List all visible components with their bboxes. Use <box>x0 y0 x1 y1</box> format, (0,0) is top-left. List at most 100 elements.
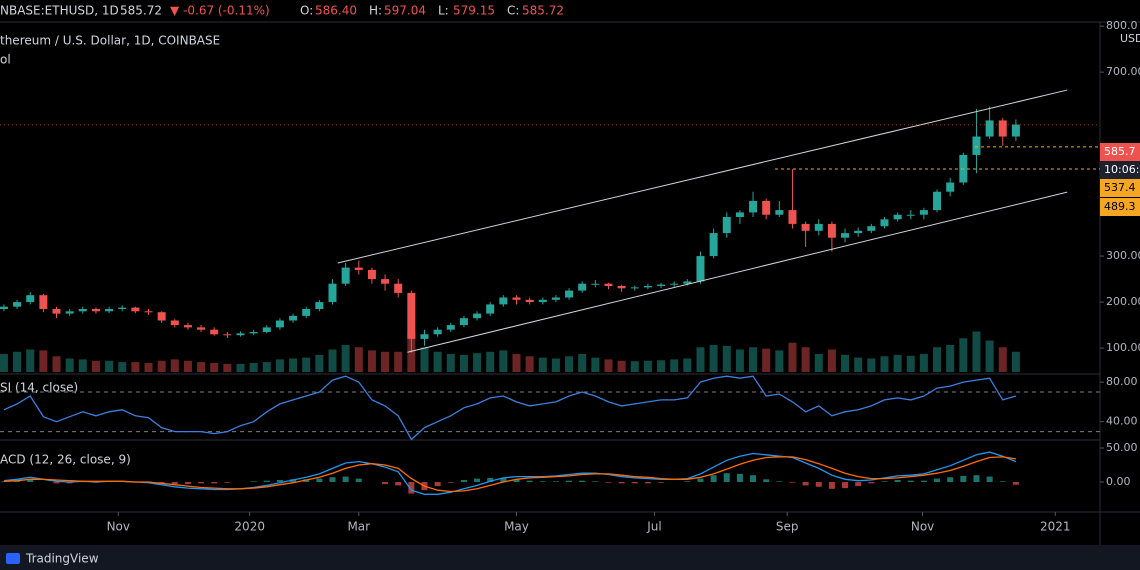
volume-bar <box>630 361 639 372</box>
candle-body <box>670 283 679 285</box>
candle-body <box>985 120 994 137</box>
volume-bar <box>867 358 876 372</box>
volume-bar <box>880 356 889 372</box>
volume-bar <box>223 363 232 372</box>
histogram-bar <box>27 479 34 483</box>
volume-bar <box>906 355 915 372</box>
candle-body <box>157 312 166 321</box>
candle-body <box>880 219 889 227</box>
candle-body <box>972 136 981 155</box>
histogram-bar <box>894 479 901 483</box>
candle-body <box>367 269 376 280</box>
volume-bar <box>52 356 61 372</box>
histogram-bar <box>920 480 927 483</box>
histogram-bar <box>986 476 993 483</box>
histogram-bar <box>776 481 783 483</box>
level-tag-label: 537.4 <box>1104 181 1136 194</box>
volume-bar <box>0 354 8 372</box>
volume-bar <box>13 351 22 372</box>
histogram-bar <box>934 478 941 483</box>
volume-bar <box>105 360 114 372</box>
histogram-bar <box>828 482 835 489</box>
ohlc-key: H: <box>369 4 382 18</box>
candle-body <box>0 306 8 309</box>
candle-body <box>381 279 390 284</box>
candle-body <box>105 308 114 312</box>
volume-bar <box>841 354 850 372</box>
volume-bar <box>998 347 1007 372</box>
histogram-bar <box>184 482 191 485</box>
candle-body <box>735 212 744 218</box>
countdown-tag <box>1100 161 1140 179</box>
candle-body <box>236 333 245 336</box>
histogram-bar <box>579 480 586 483</box>
indicator-line <box>3 375 1017 441</box>
histogram-bar <box>815 482 822 487</box>
volume-bar <box>959 338 968 372</box>
volume-bar <box>565 356 574 372</box>
footer-brand: TradingView <box>25 552 99 566</box>
histogram-bar <box>263 480 270 483</box>
volume-bar <box>525 356 534 372</box>
candle-body <box>13 302 22 307</box>
ohlc-value: 585.72 <box>522 4 564 18</box>
histogram-bar <box>434 482 441 487</box>
candle-body <box>906 214 915 216</box>
candle-body <box>722 217 731 234</box>
x-tick-label: Sep <box>776 520 799 534</box>
candle-body <box>65 311 74 314</box>
histogram-bar <box>487 477 494 483</box>
histogram-bar <box>460 479 467 483</box>
histogram-bar <box>842 482 849 489</box>
y-tick-label: 80.00 <box>1106 375 1138 388</box>
candle-body <box>302 308 311 316</box>
histogram-bar <box>684 481 691 483</box>
volume-bar <box>604 359 613 372</box>
volume-bar <box>512 354 521 372</box>
histogram-bar <box>960 475 967 483</box>
volume-bar <box>814 354 823 372</box>
histogram-bar <box>566 480 573 483</box>
candle-body <box>275 320 284 328</box>
volume-bar <box>315 354 324 372</box>
candle-body <box>486 304 495 314</box>
candle-body <box>289 315 298 321</box>
histogram-bar <box>552 481 559 483</box>
volume-bar <box>854 357 863 372</box>
volume-bar <box>696 347 705 372</box>
volume-bar <box>551 358 560 372</box>
candle-body <box>407 292 416 339</box>
volume-bar <box>341 345 350 372</box>
volume-bar <box>946 345 955 372</box>
y-tick-label: 800.0 <box>1106 19 1138 32</box>
histogram-bar <box>723 473 730 483</box>
histogram-bar <box>171 482 178 485</box>
symbol: NBASE:ETHUSD, 1D <box>0 4 119 18</box>
histogram-bar <box>539 481 546 483</box>
histogram-bar <box>408 482 415 494</box>
x-tick-label: Nov <box>107 520 130 534</box>
y-tick-label: 50.00 <box>1106 441 1138 454</box>
volume-bar <box>683 358 692 372</box>
volume-bar <box>26 349 35 372</box>
histogram-bar <box>513 479 520 483</box>
histogram-bar <box>1012 482 1019 485</box>
histogram-bar <box>881 481 888 483</box>
candle-body <box>578 283 587 291</box>
price-tag <box>1100 143 1140 161</box>
volume-bar <box>893 354 902 372</box>
candle-body <box>919 210 928 215</box>
volume-bar <box>275 359 284 372</box>
candle-body <box>39 295 48 309</box>
candle-body <box>131 307 140 312</box>
histogram-bar <box>999 481 1006 483</box>
trend-line <box>407 191 1068 353</box>
candle-body <box>683 281 692 284</box>
histogram-bar <box>500 477 507 483</box>
candle-body <box>946 182 955 192</box>
logo <box>6 553 20 564</box>
candle-body <box>841 233 850 238</box>
histogram-bar <box>382 482 389 485</box>
candle-body <box>893 214 902 220</box>
